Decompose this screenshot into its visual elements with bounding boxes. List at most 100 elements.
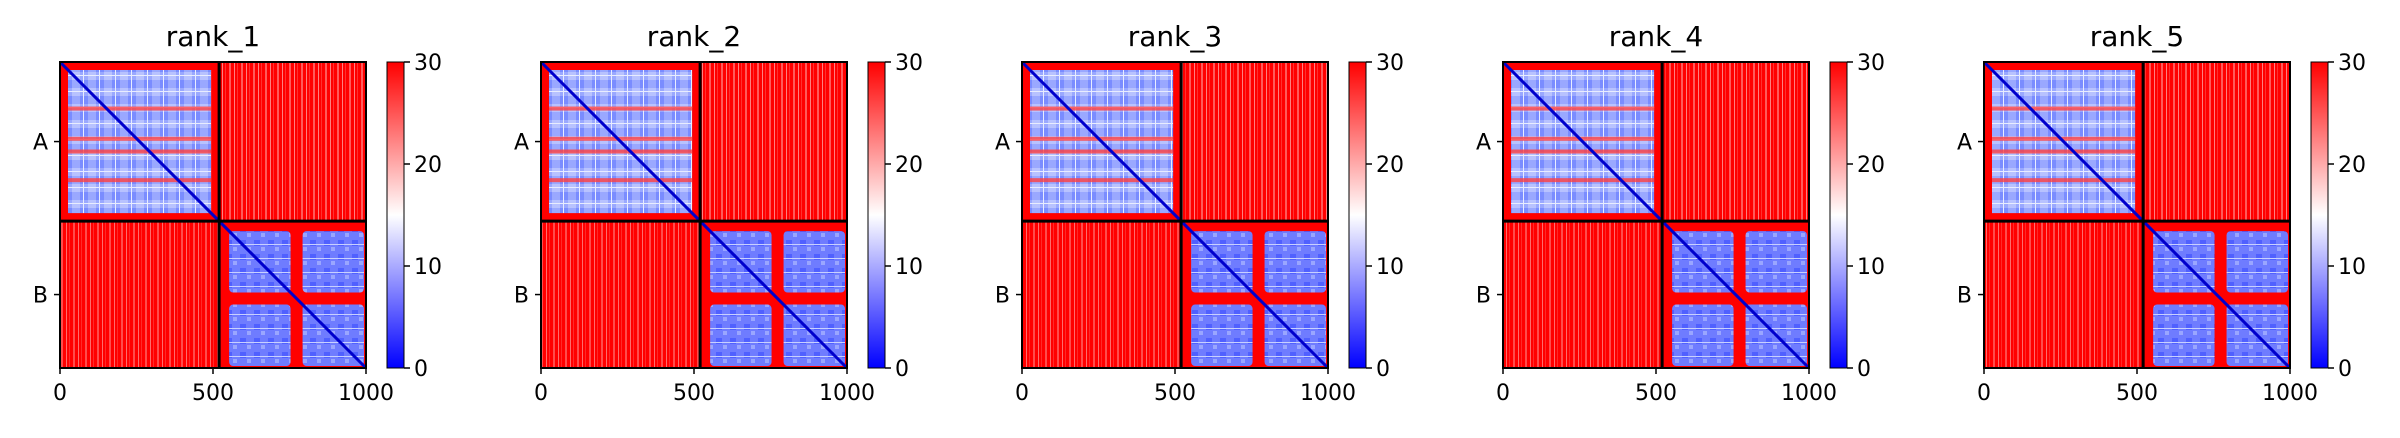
panel-title: rank_2: [647, 20, 741, 53]
colorbar: [1348, 61, 1367, 369]
x-tick-label: 1000: [2262, 381, 2318, 406]
chain-label: B: [514, 284, 529, 309]
heatmap-stripe: [68, 149, 212, 154]
heatmap-diagonal: [539, 60, 849, 370]
chain-label: B: [33, 284, 48, 309]
heatmap-stripe: [1030, 149, 1174, 154]
heatmap-block-ab: [219, 62, 366, 222]
heatmap-block-ba: [541, 221, 701, 368]
heatmap-stripe: [1511, 106, 1655, 111]
heatmap-block-ba: [1022, 221, 1182, 368]
chain-label: B: [995, 284, 1010, 309]
colorbar-tick-label: 30: [1857, 51, 1885, 76]
panel-rank_2: rank_2 A B 0 500 1000 0 10 20 30: [514, 20, 923, 406]
heatmap-block-ba: [60, 221, 220, 368]
x-tick-label: 500: [1154, 381, 1196, 406]
colorbar-tick-label: 0: [1857, 357, 1871, 382]
panel-title: rank_4: [1609, 20, 1703, 53]
heatmap-stripe: [549, 149, 693, 154]
x-tick-label: 0: [1977, 381, 1991, 406]
heatmap-stripe: [1030, 106, 1174, 111]
colorbar-tick-label: 30: [895, 51, 923, 76]
heatmap-stripe: [1992, 106, 2136, 111]
heatmap-stripe: [549, 136, 693, 141]
x-tick-label: 1000: [338, 381, 394, 406]
colorbar: [1829, 61, 1848, 369]
x-tick-label: 500: [192, 381, 234, 406]
heatmap-block-bb: [302, 231, 364, 293]
heatmap-stripe: [68, 178, 212, 183]
colorbar-tick-label: 10: [1857, 255, 1885, 280]
panel-rank_5: rank_5 A B 0 500 1000 0 10 20 30: [1957, 20, 2366, 406]
heatmap-block-ba: [1984, 221, 2144, 368]
colorbar: [867, 61, 886, 369]
heatmap-stripe: [68, 136, 212, 141]
heatmap-block-bb: [1672, 304, 1734, 366]
heatmap-block-bb: [229, 304, 291, 366]
colorbar-tick-label: 0: [2338, 357, 2352, 382]
x-tick-label: 0: [1496, 381, 1510, 406]
heatmap-block-bb: [2153, 304, 2215, 366]
chain-label: A: [1476, 131, 1491, 156]
colorbar: [386, 61, 405, 369]
panel-rank_4: rank_4 A B 0 500 1000 0 10 20 30: [1476, 20, 1885, 406]
heatmap-diagonal: [1020, 60, 1330, 370]
colorbar-tick-label: 20: [1376, 153, 1404, 178]
chain-label: A: [1957, 131, 1972, 156]
colorbar-tick-label: 10: [414, 255, 442, 280]
chain-label: A: [514, 131, 529, 156]
heatmap-stripe: [1992, 149, 2136, 154]
chain-label: B: [1476, 284, 1491, 309]
colorbar-tick-label: 10: [2338, 255, 2366, 280]
heatmap-block-ba: [1503, 221, 1663, 368]
x-tick-label: 500: [1635, 381, 1677, 406]
x-tick-label: 0: [534, 381, 548, 406]
x-tick-label: 500: [673, 381, 715, 406]
heatmap-stripe: [1511, 136, 1655, 141]
panel-title: rank_1: [166, 20, 260, 53]
heatmap-diagonal: [1982, 60, 2292, 370]
heatmap-block-bb: [1191, 304, 1253, 366]
x-tick-label: 1000: [819, 381, 875, 406]
colorbar-tick-label: 20: [1857, 153, 1885, 178]
colorbar-tick-label: 30: [2338, 51, 2366, 76]
heatmap-block-ab: [700, 62, 847, 222]
colorbar-tick-label: 20: [895, 153, 923, 178]
x-tick-label: 500: [2116, 381, 2158, 406]
heatmap-stripe: [1511, 178, 1655, 183]
heatmap-block-bb: [1745, 231, 1807, 293]
heatmap-block-bb: [2226, 231, 2288, 293]
colorbar-tick-label: 10: [1376, 255, 1404, 280]
heatmap-stripe: [1992, 178, 2136, 183]
colorbar-tick-label: 0: [895, 357, 909, 382]
x-tick-label: 0: [53, 381, 67, 406]
colorbar-tick-label: 20: [2338, 153, 2366, 178]
x-tick-label: 1000: [1300, 381, 1356, 406]
heatmap-block-ab: [2143, 62, 2290, 222]
heatmap-stripe: [1511, 149, 1655, 154]
panel-rank_3: rank_3 A B 0 500 1000 0 10 20 30: [995, 20, 1404, 406]
heatmap-stripe: [1030, 136, 1174, 141]
colorbar-tick-label: 0: [1376, 357, 1390, 382]
colorbar-tick-label: 0: [414, 357, 428, 382]
heatmap-block-bb: [1264, 231, 1326, 293]
colorbar: [2310, 61, 2329, 369]
x-tick-label: 1000: [1781, 381, 1837, 406]
panel-rank_1: rank_1 A B 0 500 1000 0 10 20 30: [33, 20, 442, 406]
heatmap-block-ab: [1181, 62, 1328, 222]
x-tick-label: 0: [1015, 381, 1029, 406]
chain-label: A: [995, 131, 1010, 156]
panel-title: rank_3: [1128, 20, 1222, 53]
colorbar-tick-label: 30: [1376, 51, 1404, 76]
chain-label: B: [1957, 284, 1972, 309]
heatmap-diagonal: [1501, 60, 1811, 370]
heatmap-stripe: [1992, 136, 2136, 141]
heatmap-stripe: [1030, 178, 1174, 183]
heatmap-stripe: [68, 106, 212, 111]
colorbar-tick-label: 10: [895, 255, 923, 280]
colorbar-tick-label: 20: [414, 153, 442, 178]
colorbar-tick-label: 30: [414, 51, 442, 76]
heatmap-block-ab: [1662, 62, 1809, 222]
heatmap-block-bb: [710, 304, 772, 366]
